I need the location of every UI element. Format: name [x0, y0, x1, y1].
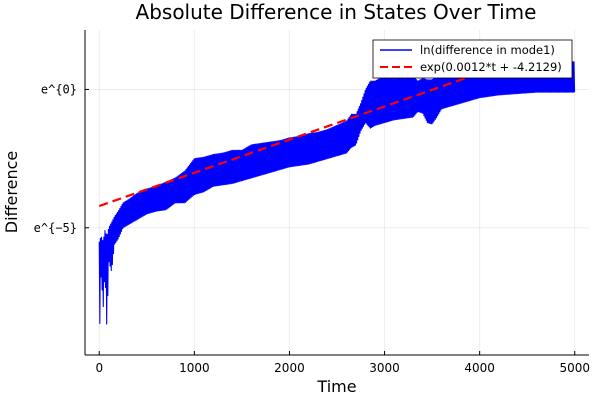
y-tick-layer: e^{−5} e^{0} — [34, 82, 89, 235]
legend-box — [372, 39, 573, 79]
x-tick-label-1: 1000 — [179, 361, 210, 375]
legend: ln(difference in mode1) exp(0.0012*t + -… — [372, 39, 573, 79]
y-tick-label-0: e^{−5} — [34, 221, 77, 235]
legend-label-fit: exp(0.0012*t + -4.2129) — [420, 60, 562, 74]
x-tick-label-5: 5000 — [559, 361, 590, 375]
x-tick-label-4: 4000 — [464, 361, 495, 375]
y-tick-label-1: e^{0} — [41, 82, 77, 96]
chart-title: Absolute Difference in States Over Time — [136, 0, 537, 24]
x-tick-label-0: 0 — [95, 361, 103, 375]
x-tick-layer: 0 1000 2000 3000 4000 5000 — [95, 351, 590, 375]
legend-label-mode1: ln(difference in mode1) — [420, 43, 555, 57]
x-tick-label-3: 3000 — [369, 361, 400, 375]
y-axis-label: Difference — [2, 151, 21, 233]
x-axis-label: Time — [316, 377, 356, 396]
x-tick-label-2: 2000 — [274, 361, 305, 375]
